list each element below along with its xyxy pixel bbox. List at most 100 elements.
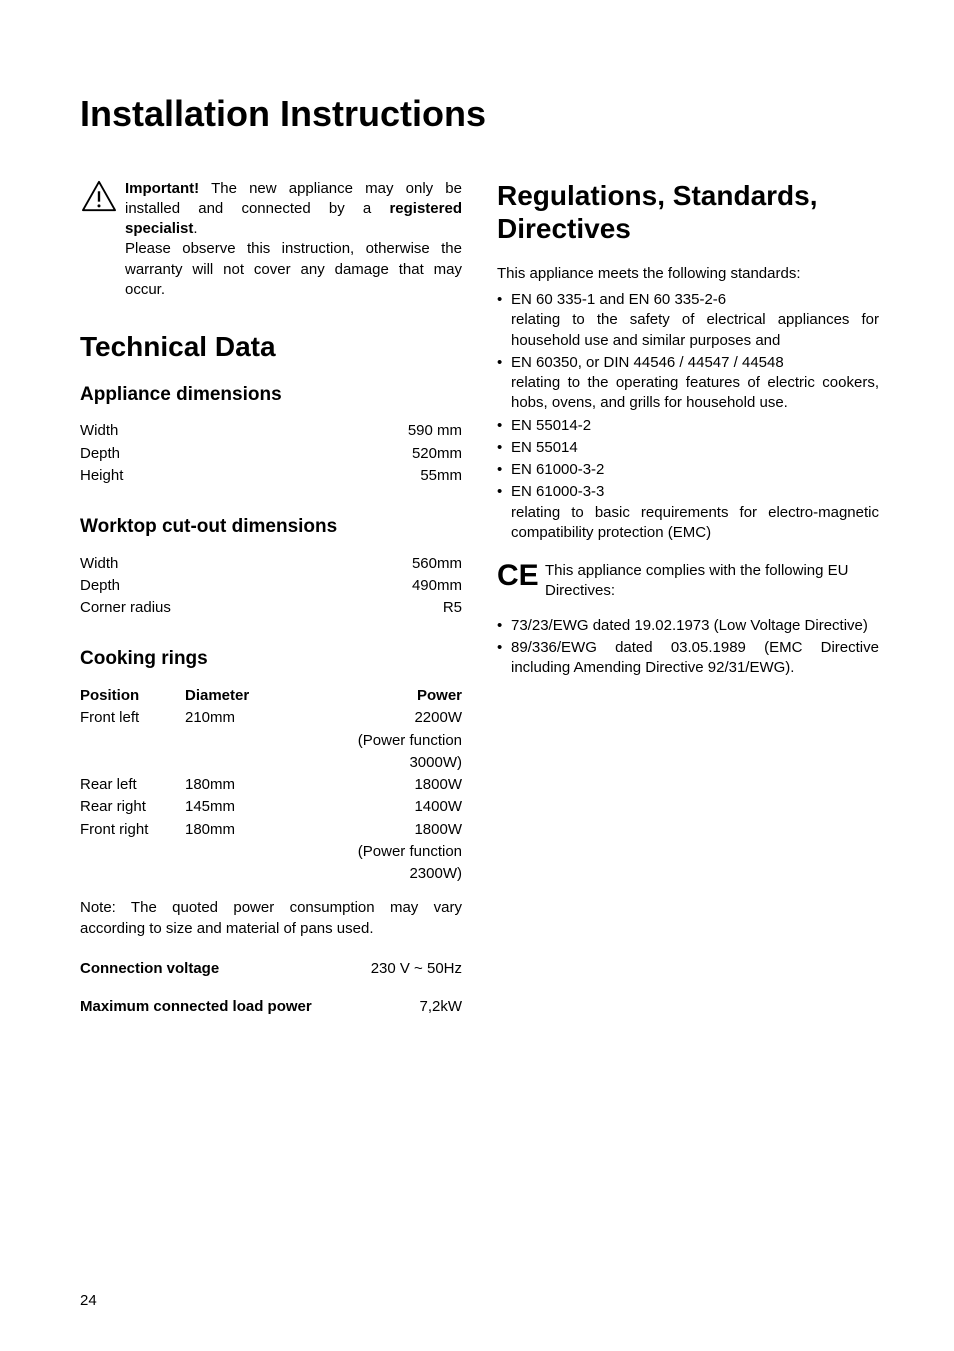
cooking-rings-heading: Cooking rings <box>80 646 462 672</box>
voltage-value: 230 V ~ 50Hz <box>371 959 462 979</box>
ring-position: Front left <box>80 708 185 728</box>
worktop-section: Worktop cut-out dimensions Width 560mm D… <box>80 514 462 618</box>
spec-row: Width 560mm <box>80 554 462 574</box>
standard-main: EN 61000-3-2 <box>511 461 604 478</box>
regulations-heading: Regulations, Standards, Directives <box>497 179 879 246</box>
ring-diameter: 210mm <box>185 708 290 728</box>
spec-label: Depth <box>80 576 120 596</box>
rings-row: 2300W) <box>80 864 462 884</box>
rings-table-header: Position Diameter Power <box>80 686 462 706</box>
ce-block: C E This appliance complies with the fol… <box>497 561 879 602</box>
standard-main: EN 55014 <box>511 439 578 456</box>
technical-data-heading: Technical Data <box>80 330 462 364</box>
standard-item: EN 61000-3-3 relating to basic requireme… <box>497 482 879 543</box>
appliance-dimensions-heading: Appliance dimensions <box>80 382 462 408</box>
ring-position <box>80 753 185 773</box>
ring-diameter <box>185 842 290 862</box>
worktop-rows: Width 560mm Depth 490mm Corner radius R5 <box>80 554 462 619</box>
standard-sub: relating to the safety of electrical app… <box>511 310 879 351</box>
spec-value: R5 <box>443 598 462 618</box>
ce-icon: C E <box>497 561 545 591</box>
rings-note: Note: The quoted power consumption may v… <box>80 898 462 939</box>
ring-power: (Power function <box>290 842 462 862</box>
load-value: 7,2kW <box>419 997 462 1017</box>
ring-power: 2200W <box>290 708 462 728</box>
rings-row: (Power function <box>80 842 462 862</box>
standard-main: EN 61000-3-3 <box>511 483 604 500</box>
spec-value: 590 mm <box>408 421 462 441</box>
ring-position <box>80 864 185 884</box>
spec-value: 560mm <box>412 554 462 574</box>
directive-item: 73/23/EWG dated 19.02.1973 (Low Voltage … <box>497 616 879 636</box>
header-power: Power <box>290 686 462 706</box>
spec-row: Corner radius R5 <box>80 598 462 618</box>
warning-text: Important! The new appliance may only be… <box>125 179 462 301</box>
load-label: Maximum connected load power <box>80 997 312 1017</box>
rings-row: Rear right 145mm 1400W <box>80 797 462 817</box>
appliance-dimensions-section: Appliance dimensions Width 590 mm Depth … <box>80 382 462 486</box>
regulations-intro: This appliance meets the following stand… <box>497 264 879 284</box>
load-row: Maximum connected load power 7,2kW <box>80 997 462 1017</box>
header-position: Position <box>80 686 185 706</box>
standard-sub: relating to the operating features of el… <box>511 373 879 414</box>
warning-text-2: . <box>193 220 197 237</box>
rings-row: (Power function <box>80 731 462 751</box>
directive-main: 73/23/EWG dated 19.02.1973 (Low Voltage … <box>511 617 868 634</box>
ring-power: 1800W <box>290 820 462 840</box>
warning-icon <box>80 179 125 219</box>
spec-row: Height 55mm <box>80 466 462 486</box>
ce-text: This appliance complies with the followi… <box>545 561 879 602</box>
spec-label: Depth <box>80 444 120 464</box>
page-number: 24 <box>80 1291 97 1311</box>
ring-diameter: 180mm <box>185 820 290 840</box>
spec-label: Height <box>80 466 123 486</box>
ring-position <box>80 731 185 751</box>
ring-power: 2300W) <box>290 864 462 884</box>
warning-lead: Important! <box>125 180 199 197</box>
ring-diameter <box>185 753 290 773</box>
ring-position: Rear left <box>80 775 185 795</box>
header-diameter: Diameter <box>185 686 290 706</box>
cooking-rings-section: Cooking rings Position Diameter Power Fr… <box>80 646 462 1017</box>
directives-list: 73/23/EWG dated 19.02.1973 (Low Voltage … <box>497 616 879 679</box>
standard-main: EN 60 335-1 and EN 60 335-2-6 <box>511 291 726 308</box>
ring-diameter: 145mm <box>185 797 290 817</box>
warning-para2: Please observe this instruction, otherwi… <box>125 239 462 300</box>
spec-value: 490mm <box>412 576 462 596</box>
standard-main: EN 55014-2 <box>511 417 591 434</box>
right-column: Regulations, Standards, Directives This … <box>497 179 879 1046</box>
spec-label: Width <box>80 421 118 441</box>
standard-item: EN 60 335-1 and EN 60 335-2-6 relating t… <box>497 290 879 351</box>
rings-rows: Front left 210mm 2200W (Power function 3… <box>80 708 462 884</box>
spec-label: Corner radius <box>80 598 171 618</box>
ring-position: Rear right <box>80 797 185 817</box>
ring-diameter <box>185 731 290 751</box>
important-warning: Important! The new appliance may only be… <box>80 179 462 301</box>
standard-main: EN 60350, or DIN 44546 / 44547 / 44548 <box>511 354 784 371</box>
standard-item: EN 60350, or DIN 44546 / 44547 / 44548 r… <box>497 353 879 414</box>
spec-value: 55mm <box>420 466 462 486</box>
spec-value: 520mm <box>412 444 462 464</box>
spec-row: Depth 520mm <box>80 444 462 464</box>
rings-row: Front left 210mm 2200W <box>80 708 462 728</box>
page-title: Installation Instructions <box>80 90 879 139</box>
spec-row: Width 590 mm <box>80 421 462 441</box>
standard-item: EN 55014 <box>497 438 879 458</box>
ring-diameter: 180mm <box>185 775 290 795</box>
rings-row: Rear left 180mm 1800W <box>80 775 462 795</box>
spec-row: Depth 490mm <box>80 576 462 596</box>
directive-main: 89/336/EWG dated 03.05.1989 (EMC Directi… <box>511 639 879 676</box>
left-column: Important! The new appliance may only be… <box>80 179 462 1046</box>
voltage-row: Connection voltage 230 V ~ 50Hz <box>80 959 462 979</box>
voltage-label: Connection voltage <box>80 959 219 979</box>
ring-power: (Power function <box>290 731 462 751</box>
directive-item: 89/336/EWG dated 03.05.1989 (EMC Directi… <box>497 638 879 679</box>
spec-label: Width <box>80 554 118 574</box>
ring-position: Front right <box>80 820 185 840</box>
ring-power: 1400W <box>290 797 462 817</box>
rings-row: Front right 180mm 1800W <box>80 820 462 840</box>
standard-item: EN 55014-2 <box>497 416 879 436</box>
standard-sub: relating to basic requirements for elect… <box>511 503 879 544</box>
standards-list: EN 60 335-1 and EN 60 335-2-6 relating t… <box>497 290 879 543</box>
ring-power: 1800W <box>290 775 462 795</box>
